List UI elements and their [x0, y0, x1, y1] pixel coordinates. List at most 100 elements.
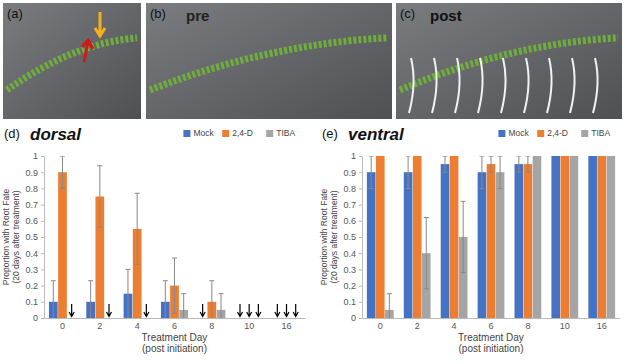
error-bar-stem: [463, 201, 464, 272]
tick: 8: [525, 318, 530, 331]
x-axis: 024681016: [363, 318, 621, 331]
zero-arrow: [256, 304, 261, 317]
tick: 2: [97, 318, 102, 331]
tick-mark: [41, 172, 44, 173]
tick-mark: [41, 269, 44, 270]
tick-label: 0.4: [343, 249, 356, 259]
bar: [561, 156, 570, 318]
error-bar-cap: [125, 269, 130, 270]
tick-mark: [359, 302, 362, 303]
tick-mark: [359, 188, 362, 189]
arrow-marker: [82, 40, 93, 62]
tick-label: 0.7: [25, 200, 38, 210]
error-bar: [443, 156, 448, 172]
error-bar-cap: [406, 188, 411, 189]
bar: [533, 156, 542, 318]
error-bar-stem: [127, 269, 128, 318]
x-axis-title: Treatment Day: [458, 332, 524, 343]
legend-label: Mock: [193, 128, 214, 138]
tick-label: 0: [351, 313, 356, 323]
error-bar-stem: [481, 156, 482, 188]
tick: 0.2: [343, 281, 362, 291]
error-bar-cap: [60, 188, 65, 189]
error-bar-cap: [97, 165, 102, 166]
legend-swatch: [581, 130, 588, 137]
error-bar-cap: [525, 156, 530, 157]
plot-area: [49, 156, 298, 318]
legend-label: 2,4-D: [547, 128, 568, 138]
x-axis-title: (post initiation): [458, 343, 523, 354]
tick: 0: [33, 313, 44, 323]
error-bar-cap: [209, 280, 214, 281]
tick-label: 0: [60, 321, 65, 331]
legend-label: TIBA: [591, 128, 610, 138]
axis-line: [45, 318, 306, 319]
tick-label: 16: [597, 321, 607, 331]
legend: Mock2,4-DTIBA: [498, 128, 610, 138]
chart-title: ventral: [348, 125, 405, 144]
tick-mark: [359, 318, 362, 319]
error-bar-stem: [137, 193, 138, 264]
tick-mark: [41, 237, 44, 238]
error-bar-cap: [461, 272, 466, 273]
tick: 4: [135, 318, 140, 331]
tick: 0.6: [343, 216, 362, 226]
tick: 0: [351, 313, 362, 323]
zero-arrow: [275, 304, 280, 317]
legend-entry: 2,4-D: [537, 128, 568, 138]
tick-label: 0.3: [25, 265, 38, 275]
tick-label: 0.1: [343, 297, 356, 307]
zero-arrow: [284, 304, 289, 317]
error-bar-cap: [88, 280, 93, 281]
error-bar-cap: [135, 264, 140, 265]
tick-label: 4: [452, 321, 457, 331]
tick: 10: [244, 318, 254, 331]
legend-label: 2,4-D: [232, 128, 253, 138]
error-bar-cap: [516, 156, 521, 157]
bar: [487, 164, 496, 318]
stem: [400, 38, 618, 90]
tick-mark: [359, 269, 362, 270]
tick: 0.9: [25, 168, 44, 178]
x-axis-title: (post initiation): [142, 343, 207, 354]
error-bar: [181, 294, 186, 318]
error-bar-cap: [163, 280, 168, 281]
tick-label: 6: [172, 321, 177, 331]
series: [367, 156, 597, 318]
panel-label: (b): [150, 6, 166, 21]
tick-label: 0: [33, 313, 38, 323]
zero-arrow: [200, 304, 205, 317]
tick-mark: [359, 253, 362, 254]
error-bar-stem: [221, 294, 222, 318]
error-bar-cap: [369, 188, 374, 189]
error-bar: [219, 294, 224, 318]
bar: [376, 156, 385, 318]
tick: 0.5: [343, 232, 362, 242]
x-axis: 024681016: [45, 318, 306, 331]
error-bar-cap: [125, 318, 130, 319]
panel-label: (a): [7, 6, 23, 21]
error-bar-cap: [489, 156, 494, 157]
tick-label: 1: [351, 151, 356, 161]
tick-mark: [359, 156, 362, 157]
error-bar: [406, 156, 411, 188]
panel-label: (d): [4, 126, 20, 141]
tick-label: 2: [415, 321, 420, 331]
error-bar-stem: [211, 281, 212, 318]
tick-label: 4: [135, 321, 140, 331]
tick: 0.4: [343, 249, 362, 259]
tick-label: 0.4: [25, 249, 38, 259]
error-bar-cap: [424, 217, 429, 218]
tick-mark: [359, 205, 362, 206]
bar: [606, 156, 615, 318]
error-bar: [516, 156, 521, 172]
tick-mark: [359, 221, 362, 222]
panel-label: (c): [400, 6, 415, 21]
zero-arrow: [107, 304, 112, 317]
error-bar: [498, 156, 503, 188]
tick-mark: [359, 286, 362, 287]
error-bar-cap: [489, 172, 494, 173]
error-bar-stem: [500, 156, 501, 188]
tick-label: 2: [97, 321, 102, 331]
error-bar: [209, 281, 214, 318]
